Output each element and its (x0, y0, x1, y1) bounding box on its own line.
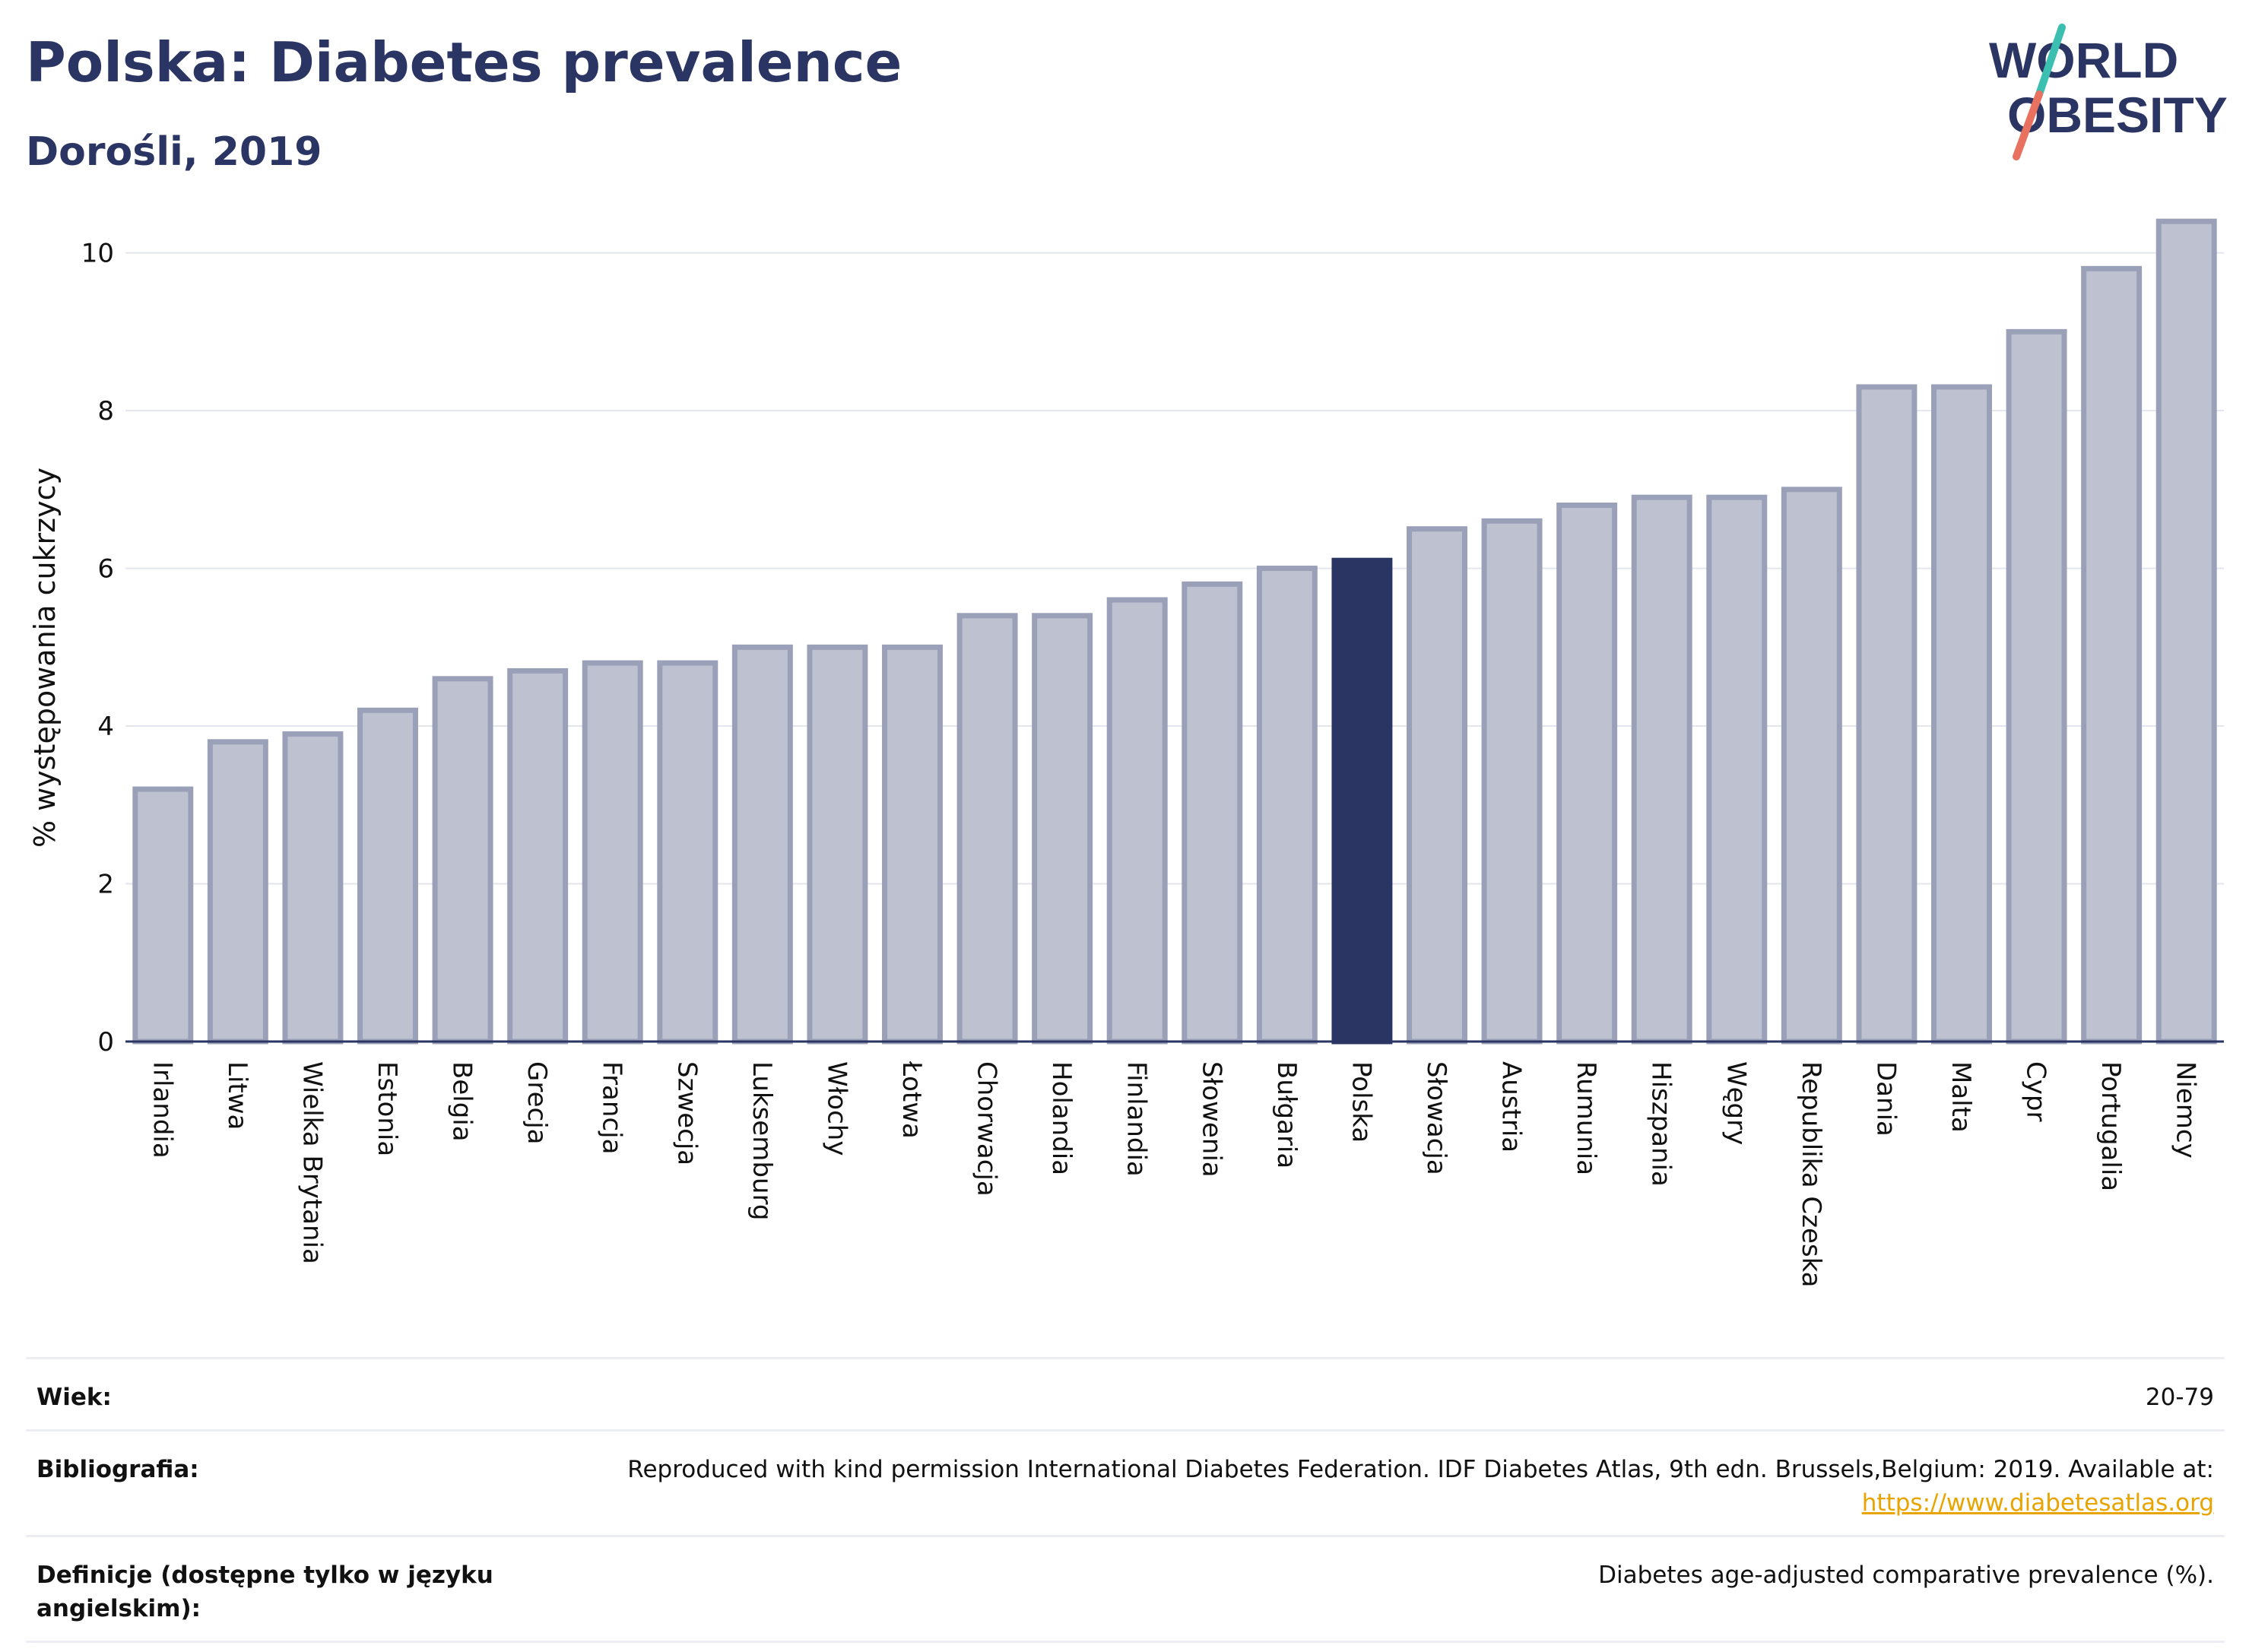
bar (1781, 487, 1842, 1045)
x-tick-label: Finlandia (1121, 1061, 1152, 1177)
meta-label: Definicje (dostępne tylko w języku angie… (36, 1562, 493, 1622)
meta-row-age: Wiek: 20-79 (26, 1357, 2225, 1429)
bar (2155, 218, 2217, 1045)
bar (207, 739, 268, 1045)
y-tick-label: 0 (97, 1027, 114, 1057)
x-tick-label: Rumunia (1571, 1061, 1601, 1175)
bar (956, 613, 1018, 1045)
x-tick-label: Szwecja (671, 1061, 702, 1165)
x-tick-label: Holandia (1046, 1061, 1077, 1175)
bar (731, 644, 793, 1045)
meta-value: Diabetes age-adjusted comparative preval… (1598, 1562, 2214, 1589)
bar (1106, 597, 1168, 1045)
y-tick-label: 6 (97, 554, 114, 585)
x-tick-label: Grecja (522, 1061, 552, 1144)
x-tick-label: Litwa (222, 1061, 252, 1130)
world-obesity-logo: WORLD OBESITY (1989, 24, 2228, 160)
y-tick-label: 4 (97, 712, 114, 742)
bar (2006, 328, 2067, 1045)
x-tick-label: Wielka Brytania (297, 1061, 327, 1264)
x-tick-label: Republika Czeska (1796, 1061, 1826, 1288)
bar (1256, 566, 1318, 1045)
x-tick-label: Włochy (821, 1061, 852, 1156)
x-tick-label: Irlandia (147, 1061, 177, 1159)
bar (582, 660, 643, 1045)
y-tick-label: 8 (97, 396, 114, 426)
page-title: Polska: Diabetes prevalence (26, 30, 902, 94)
bar (282, 731, 344, 1045)
meta-value-bibliography: Reproduced with kind permission Internat… (627, 1453, 2214, 1520)
meta-label: Bibliografia: (36, 1456, 199, 1483)
meta-value: 20-79 (2145, 1384, 2214, 1411)
bar (1556, 503, 1618, 1045)
x-tick-label: Austria (1496, 1061, 1527, 1153)
bar (1182, 581, 1243, 1045)
bar (432, 676, 493, 1045)
x-tick-label: Słowenia (1196, 1061, 1226, 1178)
bar (1631, 494, 1692, 1045)
bar-chart: 0 2 4 6 8 10 % występowania cukrzycy Irlandia Li… (28, 218, 2224, 1288)
x-tick-label: Łotwa (896, 1061, 927, 1139)
x-tick-label: Niemcy (2171, 1061, 2201, 1159)
bar (1706, 494, 1768, 1045)
x-tick-label: Portugalia (2095, 1061, 2126, 1191)
bar-highlight (1331, 557, 1393, 1045)
y-axis-title: % występowania cukrzycy (28, 468, 62, 848)
bar (357, 707, 418, 1045)
x-tick-label: Węgry (1721, 1061, 1751, 1145)
bar (807, 644, 868, 1045)
bar (1407, 526, 1467, 1045)
bar (132, 786, 194, 1045)
x-tick-label: Francja (597, 1061, 627, 1154)
bar (1931, 384, 1992, 1045)
bar (882, 644, 943, 1045)
bar (1856, 384, 1918, 1045)
meta-row-bibliography: Bibliografia: Reproduced with kind permi… (26, 1429, 2225, 1535)
bibliography-text: Reproduced with kind permission Internat… (627, 1456, 2214, 1483)
x-tick-label: Luksemburg (747, 1061, 777, 1220)
x-tick-label: Bułgaria (1271, 1061, 1302, 1168)
logo-line2: OBESITY (2007, 87, 2228, 143)
logo-slash-coral (2013, 90, 2043, 160)
x-tick-label: Estonia (372, 1061, 402, 1156)
bar (1032, 613, 1093, 1045)
logo-slash-teal (2035, 24, 2066, 98)
bar (2081, 265, 2143, 1045)
page-subtitle: Dorośli, 2019 (26, 129, 322, 175)
y-tick-label: 2 (97, 870, 114, 900)
diabetes-atlas-link[interactable]: https://www.diabetesatlas.org (1861, 1489, 2214, 1517)
meta-label: Wiek: (36, 1384, 112, 1411)
bar (657, 660, 718, 1045)
y-tick-label: 10 (81, 239, 114, 269)
x-tick-label: Malta (1946, 1061, 1976, 1133)
bar (507, 667, 569, 1045)
x-tick-label: Chorwacja (972, 1061, 1002, 1197)
bar (1481, 518, 1543, 1045)
x-tick-label: Belgia (447, 1061, 477, 1142)
x-tick-label: Hiszpania (1646, 1061, 1676, 1187)
x-tick-label: Słowacja (1421, 1061, 1451, 1175)
x-tick-label: Dania (1870, 1061, 1901, 1137)
x-tick-label: Cypr (2021, 1061, 2051, 1121)
logo-line1: WORLD (1989, 32, 2178, 88)
meta-row-definitions: Definicje (dostępne tylko w języku angie… (26, 1535, 2225, 1643)
x-tick-label: Polska (1346, 1061, 1376, 1143)
metadata-table: Wiek: 20-79 Bibliografia: Reproduced wit… (26, 1357, 2225, 1643)
